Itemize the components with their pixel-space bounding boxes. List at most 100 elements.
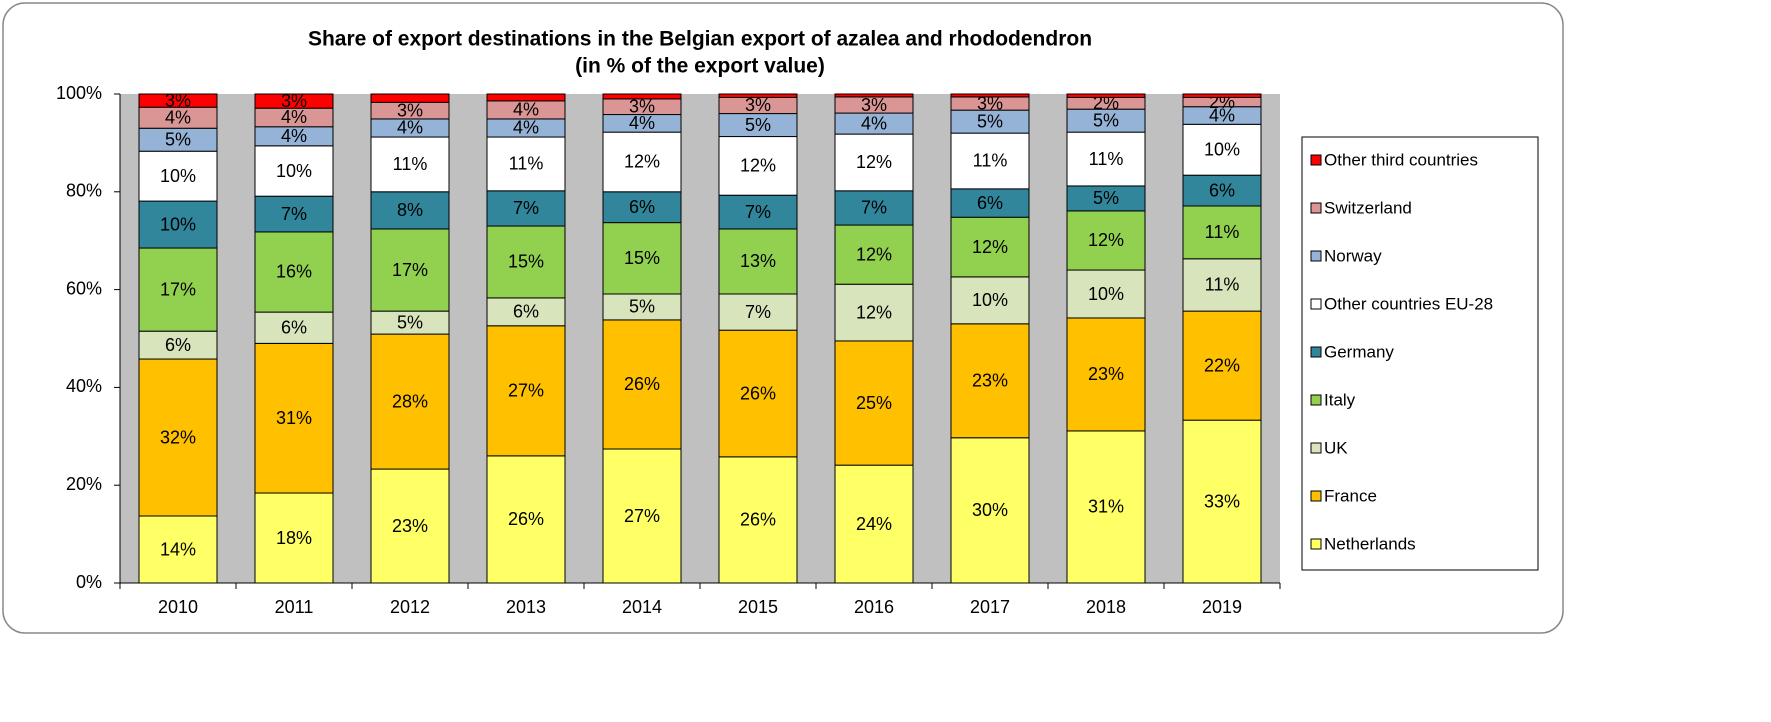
- data-label: 4%: [281, 126, 307, 146]
- x-tick-label: 2018: [1086, 597, 1126, 617]
- bar-segment: [370, 93, 450, 103]
- data-label: 15%: [508, 252, 544, 272]
- data-label: 5%: [745, 115, 771, 135]
- chart-title: (in % of the export value): [575, 55, 825, 78]
- data-label: 4%: [629, 113, 655, 133]
- data-label: 13%: [740, 251, 776, 271]
- legend-swatch: [1310, 202, 1322, 214]
- data-label: 4%: [281, 107, 307, 127]
- data-label: 11%: [1205, 275, 1240, 295]
- bar-segment: [1066, 210, 1146, 271]
- bar-segment: [602, 448, 682, 584]
- data-label: 8%: [397, 200, 423, 220]
- data-label: 7%: [745, 202, 771, 222]
- bar-segment: [1182, 123, 1262, 176]
- bar-segment: [718, 194, 798, 230]
- bar-segment: [602, 93, 682, 100]
- data-label: 16%: [276, 262, 312, 282]
- legend-swatch: [1310, 298, 1322, 310]
- data-label: 7%: [861, 198, 887, 218]
- x-tick-label: 2010: [158, 597, 198, 617]
- data-label: 10%: [160, 214, 196, 234]
- data-label: 33%: [1204, 491, 1240, 511]
- bar-segment: [834, 283, 914, 342]
- bar-segment: [1182, 93, 1262, 98]
- data-label: 4%: [861, 113, 887, 133]
- data-label: 6%: [165, 335, 191, 355]
- bar-segment: [950, 216, 1030, 278]
- y-tick-label: 40%: [66, 376, 102, 396]
- data-label: 5%: [1093, 188, 1119, 208]
- data-label: 12%: [972, 237, 1008, 257]
- bar-segment: [950, 437, 1030, 584]
- legend-swatch: [1310, 346, 1322, 358]
- y-tick-label: 0%: [76, 572, 102, 592]
- data-label: 10%: [1088, 284, 1124, 304]
- data-label: 23%: [972, 371, 1008, 391]
- data-label: 26%: [508, 509, 544, 529]
- bar-segment: [486, 325, 566, 457]
- y-tick-label: 100%: [56, 83, 102, 103]
- data-label: 4%: [1209, 105, 1235, 125]
- bar-segment: [602, 319, 682, 450]
- x-tick-label: 2013: [506, 597, 546, 617]
- data-label: 5%: [1093, 110, 1119, 130]
- data-label: 7%: [281, 204, 307, 224]
- bar-segment: [1066, 317, 1146, 432]
- legend-label: Switzerland: [1324, 198, 1412, 217]
- bar-segment: [138, 150, 218, 202]
- legend-label: France: [1324, 486, 1377, 505]
- legend-box: [1301, 136, 1539, 571]
- data-label: 27%: [508, 381, 544, 401]
- legend-label: Italy: [1324, 390, 1356, 409]
- bar-segment: [1066, 93, 1146, 98]
- bar-segment: [486, 136, 566, 192]
- bar-segment: [486, 297, 566, 327]
- bar-segment: [718, 93, 798, 98]
- bar-segment: [834, 190, 914, 226]
- data-label: 31%: [1088, 497, 1124, 517]
- data-label: 3%: [745, 95, 771, 115]
- data-label: 6%: [1209, 180, 1235, 200]
- legend-swatch: [1310, 538, 1322, 550]
- y-tick-label: 80%: [66, 181, 102, 201]
- bar-segment: [138, 93, 218, 108]
- data-label: 11%: [1089, 149, 1124, 169]
- x-tick-label: 2012: [390, 597, 430, 617]
- data-label: 7%: [513, 198, 539, 218]
- legend-swatch: [1310, 154, 1322, 166]
- data-label: 12%: [1088, 230, 1124, 250]
- x-tick-label: 2017: [970, 597, 1010, 617]
- bar-segment: [254, 492, 334, 584]
- data-label: 14%: [160, 539, 196, 559]
- data-label: 11%: [973, 151, 1008, 171]
- data-label: 4%: [397, 118, 423, 138]
- legend-swatch: [1310, 250, 1322, 262]
- bar-segment: [486, 225, 566, 299]
- data-label: 4%: [513, 100, 539, 120]
- bar-segment: [1066, 269, 1146, 319]
- data-label: 10%: [276, 161, 312, 181]
- data-label: 4%: [513, 118, 539, 138]
- legend-swatch: [1310, 442, 1322, 454]
- data-label: 5%: [397, 312, 423, 332]
- bar-segment: [834, 93, 914, 98]
- data-label: 10%: [1204, 139, 1240, 159]
- bar-segment: [1066, 185, 1146, 212]
- data-label: 3%: [281, 91, 307, 111]
- data-label: 5%: [977, 111, 1003, 131]
- data-label: 12%: [624, 152, 660, 172]
- data-label: 7%: [745, 302, 771, 322]
- bar-segment: [718, 456, 798, 584]
- data-label: 27%: [624, 506, 660, 526]
- data-label: 3%: [861, 95, 887, 115]
- bar-segment: [370, 228, 450, 312]
- data-label: 12%: [856, 302, 892, 322]
- bar-segment: [950, 188, 1030, 218]
- legend-swatch: [1310, 490, 1322, 502]
- data-label: 17%: [160, 279, 196, 299]
- bar-segment: [1182, 258, 1262, 312]
- x-tick-label: 2014: [622, 597, 662, 617]
- data-label: 2%: [1093, 93, 1119, 113]
- data-label: 15%: [624, 248, 660, 268]
